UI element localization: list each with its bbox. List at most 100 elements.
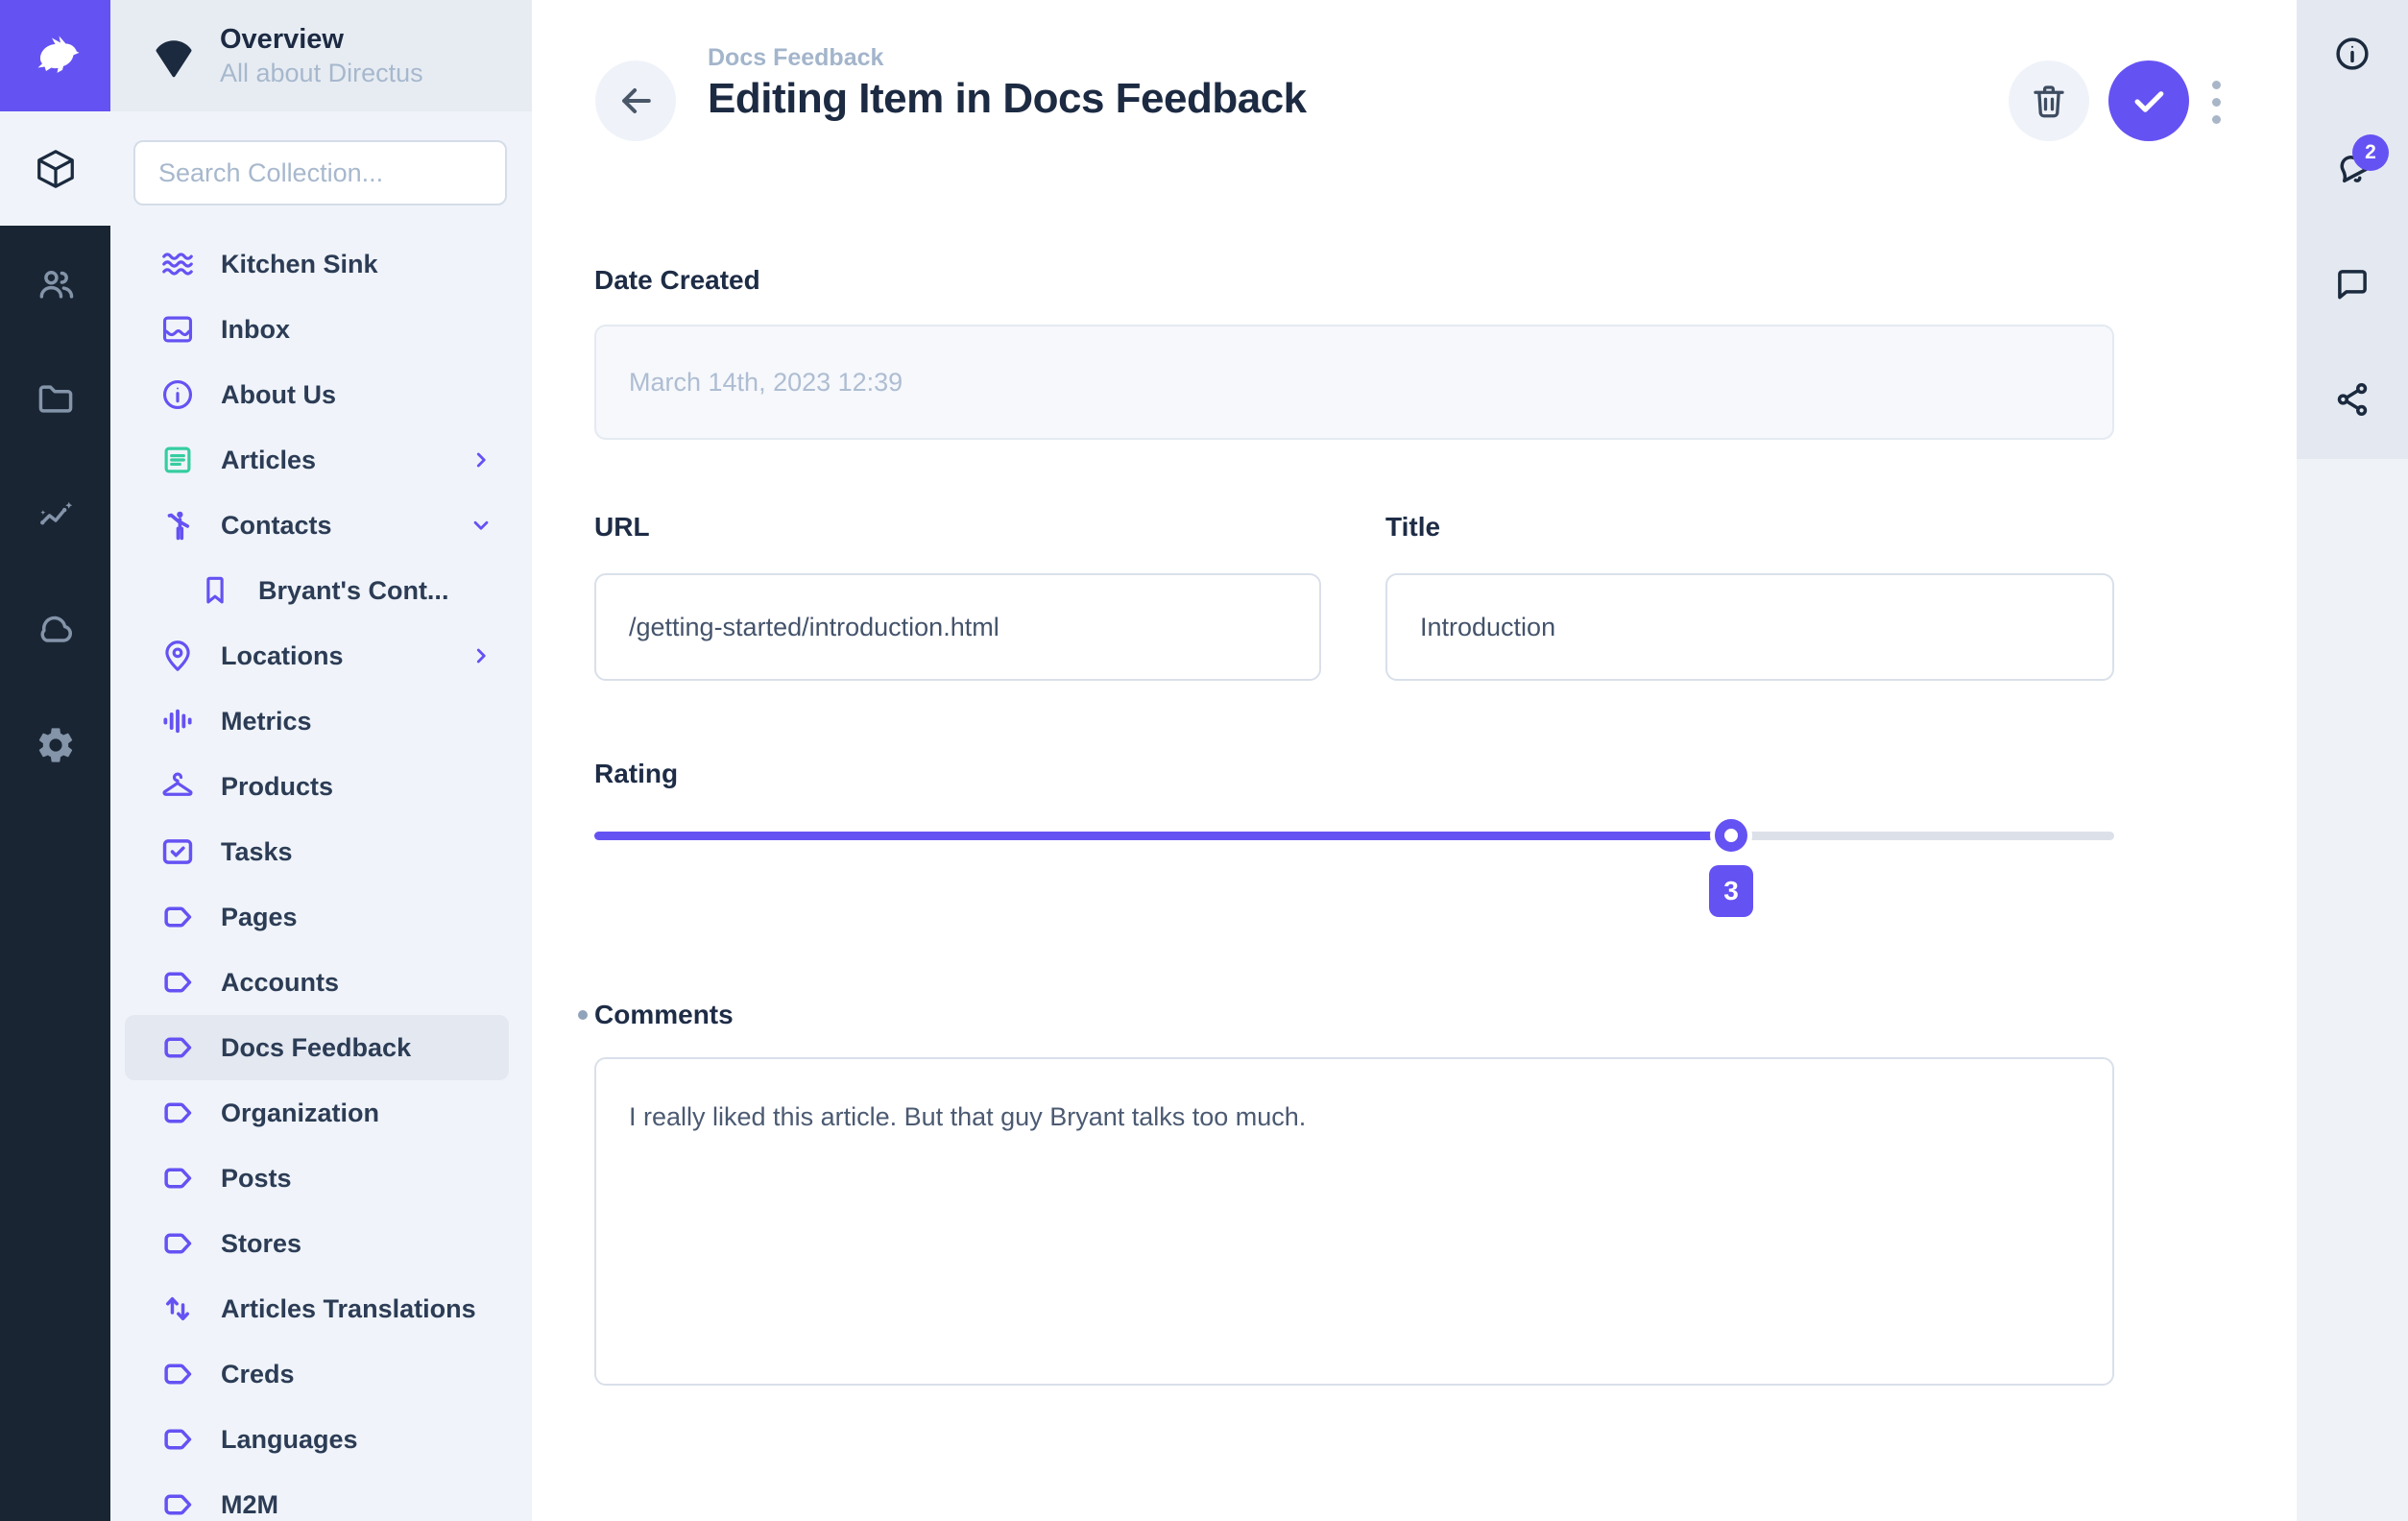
shares-panel-button[interactable]: [2331, 378, 2373, 421]
label-icon: [159, 964, 196, 1001]
title-label: Title: [1385, 512, 1441, 542]
main-content: Docs Feedback Editing Item in Docs Feedb…: [532, 0, 2297, 1521]
map-pin-icon: [159, 638, 196, 674]
info-circle-icon: [2332, 34, 2372, 74]
comments-textarea[interactable]: I really liked this article. But that gu…: [594, 1057, 2114, 1386]
settings-module-button[interactable]: [35, 724, 77, 766]
waves-icon: [159, 246, 196, 282]
inbox-icon: [159, 311, 196, 348]
breadcrumb[interactable]: Docs Feedback: [708, 44, 884, 71]
sidebar-item-label: Products: [221, 771, 334, 801]
sidebar-item-label: Contacts: [221, 510, 332, 540]
sidebar-item-products[interactable]: Products: [125, 754, 509, 819]
sidebar-item-articles[interactable]: Articles: [125, 427, 509, 493]
person-wave-icon: [159, 507, 196, 543]
sidebar-item-m2m[interactable]: M2M: [125, 1472, 509, 1521]
sidebar-item-accounts[interactable]: Accounts: [125, 950, 509, 1015]
sidebar-item-label: Metrics: [221, 706, 312, 736]
chevron-down-icon[interactable]: [469, 513, 494, 538]
insights-module-button[interactable]: [35, 494, 77, 536]
sidebar-item-metrics[interactable]: Metrics: [125, 688, 509, 754]
project-subtitle: All about Directus: [220, 59, 423, 87]
sidebar-item-label: Articles: [221, 445, 317, 474]
label-icon: [159, 1029, 196, 1066]
dots-icon: [2211, 80, 2221, 89]
url-input[interactable]: [594, 573, 1321, 681]
rating-label: Rating: [594, 759, 679, 788]
comment-icon: [2332, 264, 2372, 304]
sidebar-item-about-us[interactable]: About Us: [125, 362, 509, 427]
sidebar-item-label: Stores: [221, 1228, 302, 1258]
module-bar: [0, 0, 110, 1521]
rabbit-logo-icon[interactable]: [0, 0, 110, 111]
sidebar-item-organization[interactable]: Organization: [125, 1080, 509, 1146]
page-title: Editing Item in Docs Feedback: [708, 75, 1307, 122]
title-input[interactable]: [1385, 573, 2114, 681]
sidebar-item-locations[interactable]: Locations: [125, 623, 509, 688]
label-icon: [159, 1095, 196, 1131]
folder-icon: [35, 378, 77, 421]
project-header[interactable]: Overview All about Directus: [110, 0, 532, 111]
fan-icon: [149, 31, 199, 81]
save-button[interactable]: [2108, 60, 2189, 141]
slider-knob[interactable]: [1715, 819, 1748, 852]
right-sidebar-sections: 2: [2297, 0, 2408, 459]
check-icon: [2128, 80, 2170, 122]
more-options-button[interactable]: [2206, 71, 2226, 133]
users-module-button[interactable]: [35, 263, 77, 305]
sidebar-item-label: Kitchen Sink: [221, 249, 378, 278]
insights-icon: [35, 494, 77, 536]
sidebar-item-label: Languages: [221, 1424, 358, 1454]
module-bar-dark: [0, 226, 110, 1521]
rating-slider[interactable]: 3: [594, 816, 2114, 917]
comments-panel-button[interactable]: [2331, 263, 2373, 305]
task-check-icon: [159, 833, 196, 870]
sidebar-item-languages[interactable]: Languages: [125, 1407, 509, 1472]
sidebar-item-label: Bryant's Cont...: [258, 575, 449, 605]
back-button[interactable]: [595, 60, 676, 141]
sidebar-item-inbox[interactable]: Inbox: [125, 297, 509, 362]
files-module-button[interactable]: [35, 378, 77, 421]
label-icon: [159, 1160, 196, 1196]
sidebar-item-bryant-s-cont[interactable]: Bryant's Cont...: [125, 558, 509, 623]
content-module-button[interactable]: [0, 111, 110, 226]
article-icon: [159, 442, 196, 478]
sidebar-item-contacts[interactable]: Contacts: [125, 493, 509, 558]
url-label: URL: [594, 512, 650, 542]
bookmark-icon: [197, 572, 233, 609]
search-input[interactable]: [133, 140, 507, 205]
sidebar-item-label: Pages: [221, 902, 298, 931]
hanger-icon: [159, 768, 196, 805]
sidebar-item-kitchen-sink[interactable]: Kitchen Sink: [125, 231, 509, 297]
sidebar-item-pages[interactable]: Pages: [125, 884, 509, 950]
sidebar-item-label: About Us: [221, 379, 336, 409]
translate-arrows-icon: [159, 1291, 196, 1327]
box-icon: [34, 147, 78, 191]
item-info-button[interactable]: [2331, 33, 2373, 75]
sidebar-item-stores[interactable]: Stores: [125, 1211, 509, 1276]
collections-nav: Kitchen Sink Inbox About Us Articles Contact…: [110, 231, 532, 1521]
cloud-module-button[interactable]: [35, 609, 77, 651]
edited-indicator-dot: [578, 1010, 588, 1020]
project-info: Overview All about Directus: [220, 22, 423, 89]
chevron-right-icon[interactable]: [469, 643, 494, 668]
sidebar-item-docs-feedback[interactable]: Docs Feedback: [125, 1015, 509, 1080]
date-created-label: Date Created: [594, 265, 760, 295]
notifications-button[interactable]: 2: [2331, 134, 2389, 190]
sidebar-item-label: M2M: [221, 1489, 278, 1519]
waveform-icon: [159, 703, 196, 739]
sidebar-item-creds[interactable]: Creds: [125, 1341, 509, 1407]
project-title: Overview: [220, 24, 344, 55]
sidebar-item-posts[interactable]: Posts: [125, 1146, 509, 1211]
sidebar-item-articles-translations[interactable]: Articles Translations: [125, 1276, 509, 1341]
share-icon: [2332, 379, 2372, 420]
sidebar-item-label: Tasks: [221, 836, 293, 866]
sidebar-item-label: Docs Feedback: [221, 1032, 412, 1062]
right-sidebar: 2: [2297, 0, 2408, 1521]
date-created-input[interactable]: [594, 325, 2114, 440]
chevron-right-icon[interactable]: [469, 447, 494, 472]
sidebar-item-tasks[interactable]: Tasks: [125, 819, 509, 884]
slider-fill: [594, 832, 1732, 840]
delete-button[interactable]: [2009, 60, 2089, 141]
